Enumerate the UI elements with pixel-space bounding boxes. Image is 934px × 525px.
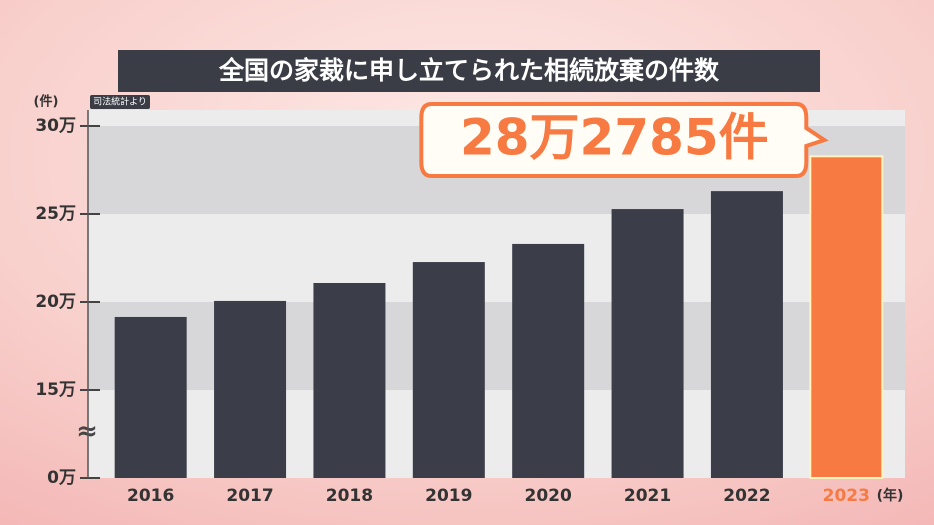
axis-break: ≈ xyxy=(76,417,98,447)
y-tick-label: 15万 xyxy=(35,380,76,400)
chart-title: 全国の家裁に申し立てられた相続放棄の件数 xyxy=(218,56,720,85)
bar xyxy=(512,243,585,478)
y-tick-label: 25万 xyxy=(35,204,76,224)
source-box xyxy=(90,95,150,109)
x-tick-label: 2023 xyxy=(823,486,870,506)
bar xyxy=(114,316,187,478)
y-tick-label: 30万 xyxy=(35,116,76,136)
x-tick-label: 2018 xyxy=(326,486,373,506)
x-unit: (年) xyxy=(877,487,904,504)
bar xyxy=(809,155,884,479)
bar xyxy=(710,191,783,478)
y-tick-label: 0万 xyxy=(47,468,76,488)
y-tick-label: 20万 xyxy=(35,292,76,312)
callout-box xyxy=(419,102,829,178)
x-tick-label: 2019 xyxy=(425,486,472,506)
source: 司法統計より xyxy=(93,96,147,108)
x-tick-label: 2017 xyxy=(226,486,273,506)
bar xyxy=(611,209,684,478)
x-tick-label: 2022 xyxy=(723,486,770,506)
x-tick-label: 2021 xyxy=(624,486,671,506)
title-bar xyxy=(118,50,820,92)
bar xyxy=(214,300,287,478)
y-unit: (件) xyxy=(34,94,59,110)
bar xyxy=(313,282,386,478)
x-tick-label: 2016 xyxy=(127,486,174,506)
value-label: 28万2785件 xyxy=(460,109,769,167)
x-tick-label: 2020 xyxy=(525,486,572,506)
bar xyxy=(412,262,485,478)
